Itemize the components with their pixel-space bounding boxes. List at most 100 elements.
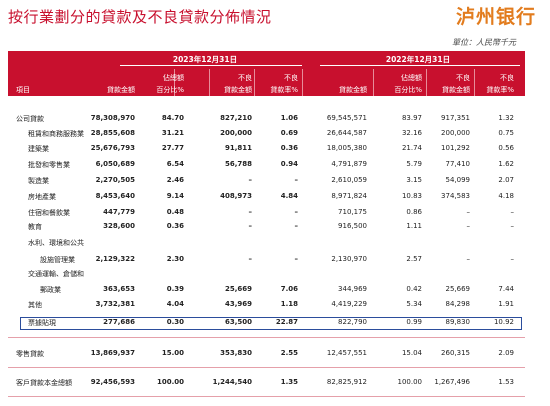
cell: 12,457,551 [326, 349, 367, 357]
cell: 84.70 [161, 114, 184, 122]
col-rate-top-2022: 不良 [500, 74, 514, 82]
col-loan-2022: 貸款金額 [339, 86, 367, 94]
cell: 10.92 [493, 318, 514, 326]
col-divider [302, 69, 303, 96]
row-label: 批發和零售業 [28, 161, 70, 169]
cell: 200,000 [441, 129, 470, 137]
cell: 82,825,912 [326, 378, 367, 386]
cell: 0.75 [498, 129, 514, 137]
col-divider [254, 69, 255, 96]
year-2022-label: 2022年12月31日 [385, 55, 451, 64]
cell: 1.91 [498, 300, 514, 308]
col-divider [426, 69, 427, 96]
cell: 63,500 [224, 318, 252, 326]
col-pct-top-2022: 佔總額 [401, 74, 422, 82]
cell: 1.32 [498, 114, 514, 122]
cell: – [510, 255, 515, 263]
cell: 916,500 [338, 222, 367, 230]
table-header: 2023年12月31日 2022年12月31日 項目 貸款金額 佔總額 百分比%… [8, 51, 525, 96]
col-divider [174, 69, 175, 96]
cell: 0.42 [406, 285, 422, 293]
cell: 13,869,937 [90, 349, 135, 357]
cell: 3,732,381 [95, 300, 135, 308]
row-label: 客戶貸款本金總額 [16, 379, 72, 387]
cell: 78,308,970 [90, 114, 135, 122]
cell: 26,644,587 [326, 129, 367, 137]
row-label: 房地產業 [28, 193, 56, 201]
cell: 1.06 [280, 114, 298, 122]
cell: 0.56 [498, 144, 514, 152]
cell: – [294, 222, 299, 230]
row-label: 設施管理業 [40, 256, 75, 264]
cell: 92,456,593 [90, 378, 135, 386]
cell: 32.16 [401, 129, 422, 137]
cell: – [466, 222, 471, 230]
col-rate-top-2023: 不良 [284, 74, 298, 82]
cell: 1.11 [406, 222, 422, 230]
cell: 8,971,824 [331, 192, 367, 200]
cell: 91,811 [224, 144, 252, 152]
cell: 101,292 [441, 144, 470, 152]
cell: 0.30 [166, 318, 184, 326]
cell: 0.36 [166, 222, 184, 230]
page-title: 按行業劃分的貸款及不良貸款分佈情況 [8, 8, 272, 26]
cell: 2,270,505 [95, 176, 135, 184]
cell: 7.06 [280, 285, 298, 293]
cell: 28,855,608 [90, 129, 135, 137]
cell: 822,790 [338, 318, 367, 326]
cell: 2,610,059 [331, 176, 367, 184]
cell: 100.00 [397, 378, 423, 386]
cell: 2,129,322 [95, 255, 135, 263]
col-pct-bottom-2023: 百分比% [156, 86, 184, 94]
cell: 100.00 [156, 378, 184, 386]
col-loan-2023: 貸款金額 [107, 86, 135, 94]
cell: 1,244,540 [212, 378, 252, 386]
cell: 328,600 [103, 222, 135, 230]
cell: 31.21 [161, 129, 184, 137]
cell: 25,676,793 [90, 144, 135, 152]
cell: 69,545,571 [326, 114, 367, 122]
cell: 2,130,970 [331, 255, 367, 263]
cell: – [248, 222, 253, 230]
cell: – [294, 176, 299, 184]
row-label: 其他 [28, 301, 42, 309]
cell: – [466, 255, 471, 263]
row-label: 建築業 [28, 145, 49, 153]
cell: 89,830 [445, 318, 471, 326]
row-label: 郵政業 [40, 286, 61, 294]
cell: 5.34 [406, 300, 422, 308]
year-2023-rule [120, 65, 302, 66]
cell: 18,005,380 [326, 144, 367, 152]
cell: 2.46 [166, 176, 184, 184]
cell: 83.97 [401, 114, 422, 122]
cell: 0.36 [280, 144, 298, 152]
cell: 54,099 [445, 176, 471, 184]
cell: 27.77 [161, 144, 184, 152]
cell: – [294, 208, 299, 216]
row-label: 交通運輸、倉儲和 [28, 270, 84, 278]
cell: 6.54 [166, 160, 184, 168]
cell: 1,267,496 [434, 378, 470, 386]
col-divider [209, 69, 210, 96]
cell: 10.83 [401, 192, 422, 200]
col-pct-bottom-2022: 百分比% [394, 86, 422, 94]
row-label: 教育 [28, 223, 42, 231]
cell: 5.79 [406, 160, 422, 168]
row-label: 零售貸款 [16, 350, 44, 358]
divider [8, 396, 525, 397]
cell: – [248, 255, 253, 263]
cell: 2.30 [166, 255, 184, 263]
cell: 8,453,640 [95, 192, 135, 200]
cell: – [510, 222, 515, 230]
cell: 408,973 [220, 192, 252, 200]
cell: 353,830 [220, 349, 252, 357]
cell: 827,210 [220, 114, 252, 122]
cell: 277,686 [103, 318, 135, 326]
cell: 15.04 [401, 349, 422, 357]
cell: 4.84 [280, 192, 298, 200]
cell: 4,419,229 [331, 300, 367, 308]
cell: 3.15 [406, 176, 422, 184]
cell: 7.44 [498, 285, 514, 293]
year-2023-label: 2023年12月31日 [172, 55, 238, 64]
row-label: 租賃和商務服務業 [28, 130, 84, 138]
